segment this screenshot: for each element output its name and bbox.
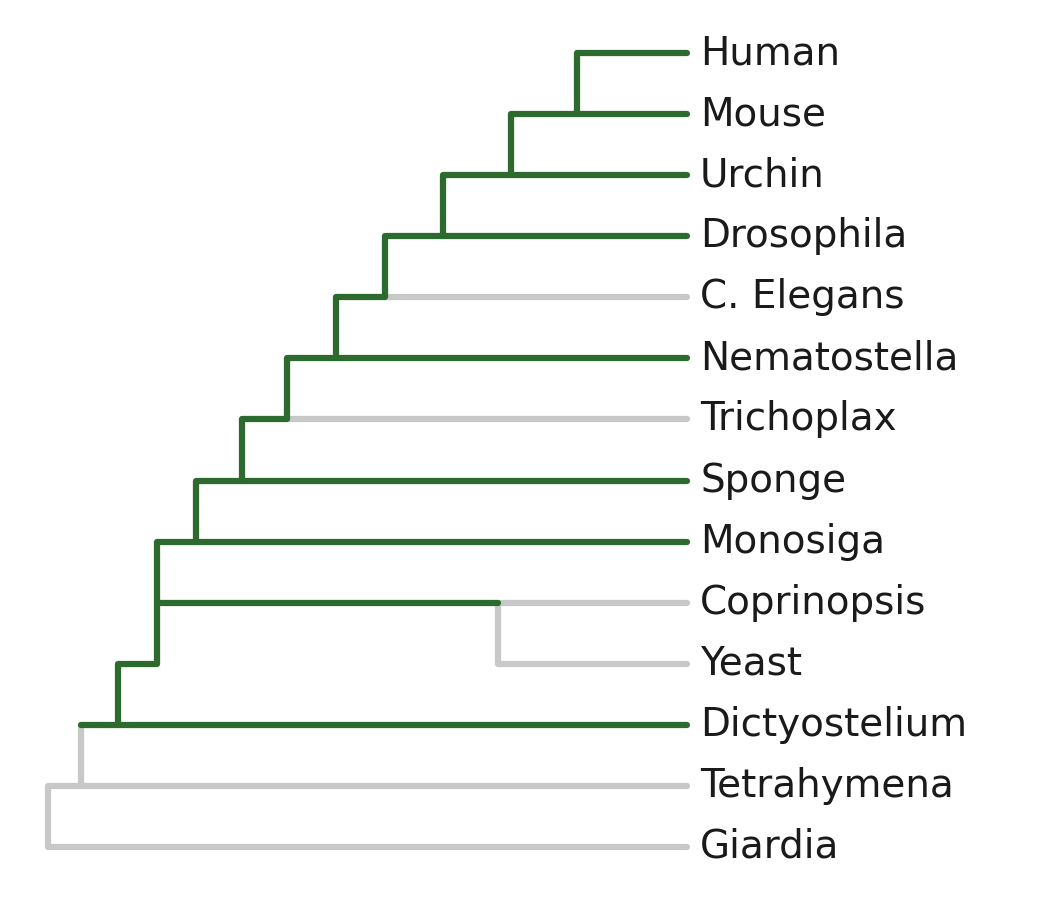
Text: Sponge: Sponge (700, 462, 847, 500)
Text: Monosiga: Monosiga (700, 523, 885, 561)
Text: Nematostella: Nematostella (700, 339, 959, 377)
Text: Trichoplax: Trichoplax (700, 400, 897, 438)
Text: C. Elegans: C. Elegans (700, 278, 904, 316)
Text: Coprinopsis: Coprinopsis (700, 584, 926, 622)
Text: Yeast: Yeast (700, 644, 802, 683)
Text: Tetrahymena: Tetrahymena (700, 767, 954, 805)
Text: Mouse: Mouse (700, 95, 827, 133)
Text: Drosophila: Drosophila (700, 217, 907, 256)
Text: Dictyostelium: Dictyostelium (700, 706, 967, 743)
Text: Urchin: Urchin (700, 157, 825, 194)
Text: Giardia: Giardia (700, 828, 839, 866)
Text: Human: Human (700, 34, 840, 72)
